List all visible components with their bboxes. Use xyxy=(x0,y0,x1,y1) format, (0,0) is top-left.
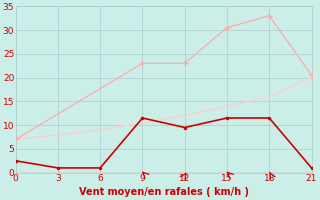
X-axis label: Vent moyen/en rafales ( km/h ): Vent moyen/en rafales ( km/h ) xyxy=(79,187,249,197)
